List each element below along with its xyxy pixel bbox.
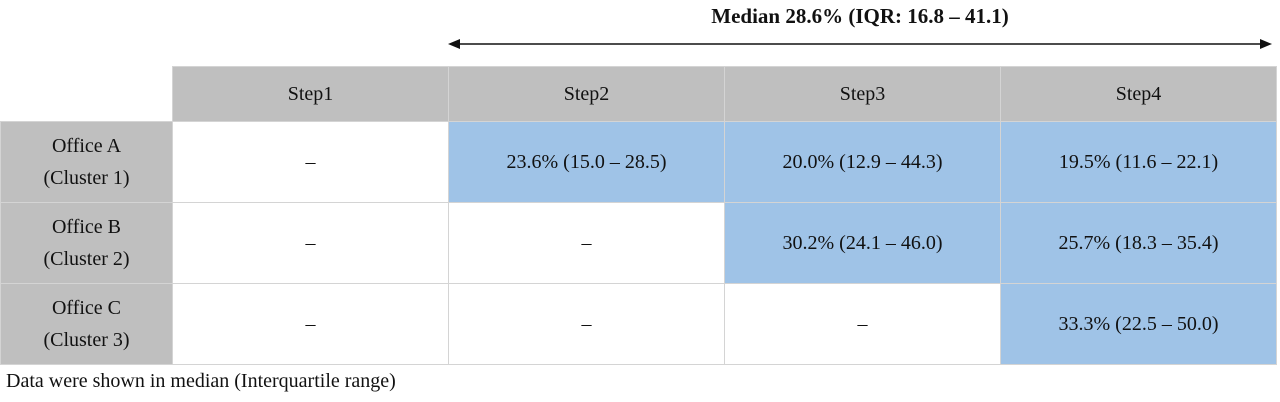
row-label-line: (Cluster 1) <box>43 167 130 189</box>
cell: – <box>172 121 449 203</box>
cell: – <box>448 283 725 365</box>
cell: – <box>172 202 449 284</box>
cell: 23.6% (15.0 – 28.5) <box>448 121 725 203</box>
cell: 30.2% (24.1 – 46.0) <box>724 202 1001 284</box>
cell: – <box>724 283 1001 365</box>
row-label: Office B (Cluster 2) <box>0 202 173 284</box>
footnote: Data were shown in median (Interquartile… <box>6 370 396 392</box>
row-label: Office C (Cluster 3) <box>0 283 173 365</box>
row-label-line: Office C <box>51 297 122 319</box>
row-label-line: Office B <box>51 216 122 238</box>
column-header: Step4 <box>1000 66 1277 122</box>
row-label-line: Office A <box>51 135 122 157</box>
cell: 19.5% (11.6 – 22.1) <box>1000 121 1277 203</box>
cell: 25.7% (18.3 – 35.4) <box>1000 202 1277 284</box>
table: Step1 Step2 Step3 Step4 Office A (Cluster… <box>0 66 1277 365</box>
cell: 33.3% (22.5 – 50.0) <box>1000 283 1277 365</box>
cell: – <box>448 202 725 284</box>
cell: – <box>172 283 449 365</box>
column-header: Step3 <box>724 66 1001 122</box>
row-label-line: (Cluster 2) <box>43 248 130 270</box>
corner <box>0 66 173 122</box>
title: Median 28.6% (IQR: 16.8 – 41.1) <box>711 4 1009 28</box>
row-label-line: (Cluster 3) <box>43 329 130 351</box>
row-label: Office A (Cluster 1) <box>0 121 173 203</box>
column-header: Step1 <box>172 66 449 122</box>
cell: 20.0% (12.9 – 44.3) <box>724 121 1001 203</box>
column-header: Step2 <box>448 66 725 122</box>
range-arrow <box>448 39 1272 49</box>
